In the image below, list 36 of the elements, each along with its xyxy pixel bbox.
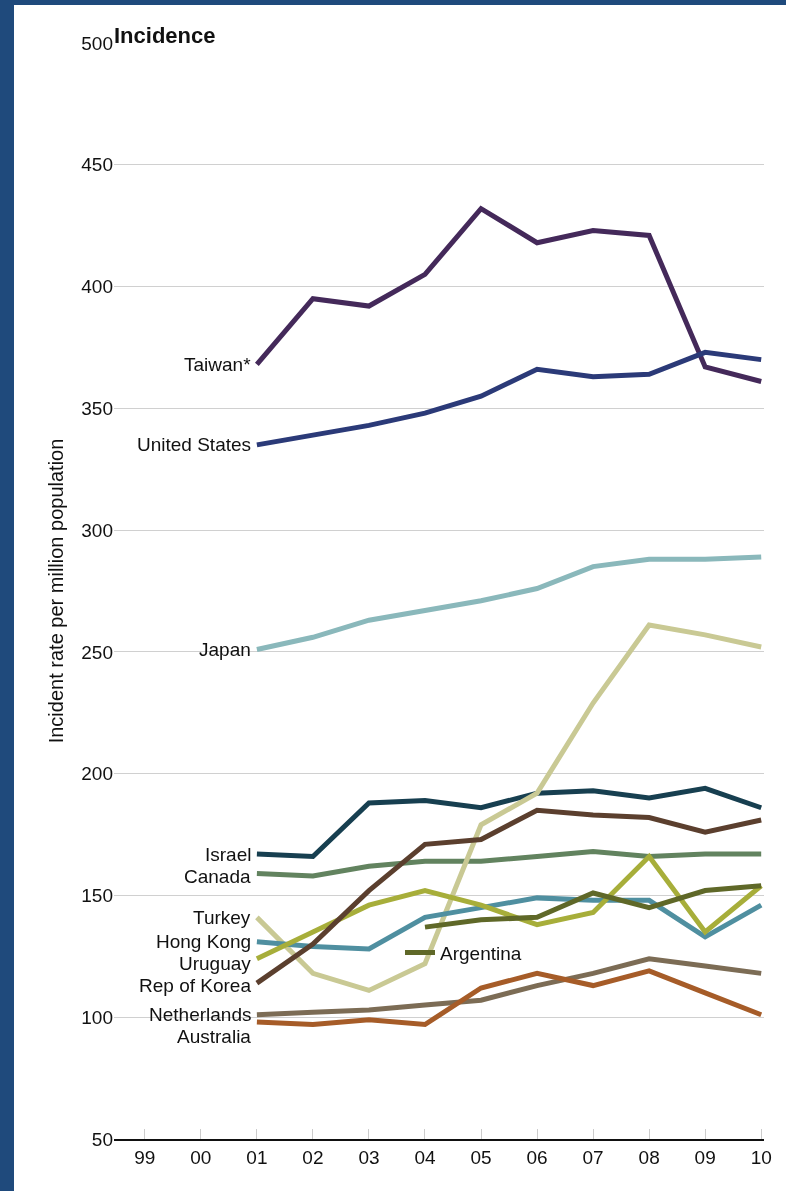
x-tick-label: 00: [190, 1146, 212, 1168]
series-label: Hong Kong: [156, 931, 252, 952]
series-label: Netherlands: [149, 1004, 252, 1025]
series-label: Canada: [184, 866, 251, 887]
y-tick-label: 250: [81, 641, 113, 663]
chart-title: Incidence: [114, 23, 216, 49]
y-tick-label: 200: [81, 763, 113, 785]
x-tick-label: 03: [358, 1146, 380, 1168]
series-label: Israel: [205, 844, 252, 865]
series-label: Australia: [177, 1026, 252, 1047]
x-tick-label: 99: [134, 1146, 156, 1168]
series-label: Uruguay: [179, 953, 252, 974]
x-tick-label: 09: [694, 1146, 716, 1168]
series-label: Taiwan*: [184, 354, 252, 375]
x-tick-label: 10: [750, 1146, 772, 1168]
y-tick-label: 400: [81, 276, 113, 298]
series-label: Turkey: [193, 907, 251, 928]
y-tick-label: 450: [81, 154, 113, 176]
y-tick-label: 50: [91, 1128, 113, 1150]
x-tick-label: 04: [414, 1146, 436, 1168]
series-label: Rep of Korea: [139, 975, 252, 996]
y-tick-label: 500: [81, 32, 113, 54]
y-tick-label: 300: [81, 519, 113, 541]
x-tick-label: 07: [582, 1146, 604, 1168]
x-tick-label: 05: [470, 1146, 492, 1168]
y-tick-label: 100: [81, 1006, 113, 1028]
x-tick-label: 08: [638, 1146, 660, 1168]
series-label: Japan: [199, 639, 251, 660]
y-tick-label: 350: [81, 397, 113, 419]
x-tick-label: 01: [246, 1146, 268, 1168]
y-tick-label: 150: [81, 885, 113, 907]
y-axis-title: Incident rate per million population: [44, 438, 67, 744]
x-tick-label: 02: [302, 1146, 324, 1168]
legend-label: Argentina: [440, 942, 522, 964]
series-label: United States: [137, 434, 252, 455]
x-tick-label: 06: [526, 1146, 548, 1168]
